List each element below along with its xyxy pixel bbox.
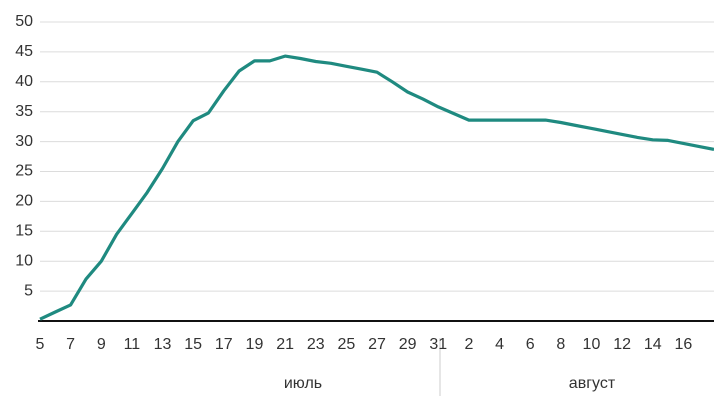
x-tick-label: 31 <box>429 336 447 353</box>
x-tick-label: 25 <box>337 336 355 353</box>
month-label: июль <box>284 375 322 392</box>
x-tick-label: 4 <box>495 336 504 353</box>
x-tick-label: 12 <box>613 336 631 353</box>
y-tick-label: 35 <box>15 103 33 120</box>
y-tick-label: 50 <box>15 13 33 30</box>
y-tick-label: 10 <box>15 252 33 269</box>
x-tick-label: 13 <box>154 336 172 353</box>
x-tick-label: 27 <box>368 336 386 353</box>
y-tick-label: 40 <box>15 73 33 90</box>
x-tick-label: 14 <box>644 336 662 353</box>
x-tick-label: 8 <box>556 336 565 353</box>
y-tick-label: 25 <box>15 163 33 180</box>
x-tick-label: 9 <box>97 336 106 353</box>
x-tick-label: 7 <box>66 336 75 353</box>
x-tick-label: 6 <box>526 336 535 353</box>
month-label: август <box>569 375 616 392</box>
y-tick-label: 20 <box>15 193 33 210</box>
x-tick-label: 21 <box>276 336 294 353</box>
x-tick-label: 16 <box>674 336 692 353</box>
x-tick-label: 2 <box>464 336 473 353</box>
y-tick-label: 5 <box>24 282 33 299</box>
x-tick-label: 5 <box>36 336 45 353</box>
x-tick-label: 23 <box>307 336 325 353</box>
x-tick-label: 10 <box>583 336 601 353</box>
x-tick-label: 19 <box>246 336 264 353</box>
x-tick-label: 15 <box>184 336 202 353</box>
x-tick-label: 29 <box>399 336 417 353</box>
x-tick-label: 17 <box>215 336 233 353</box>
y-tick-label: 45 <box>15 43 33 60</box>
x-tick-label: 11 <box>124 336 141 353</box>
y-tick-label: 15 <box>15 223 33 240</box>
y-tick-label: 30 <box>15 133 33 150</box>
data-line <box>39 54 714 321</box>
